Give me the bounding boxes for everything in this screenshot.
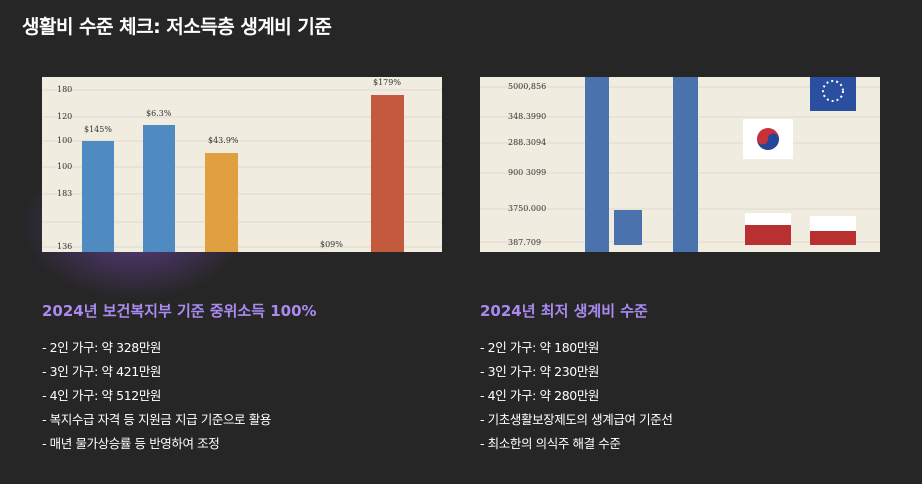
list-item: - 최소한의 의식주 해결 수준 (480, 436, 621, 451)
bar-label: $09% (320, 240, 343, 249)
list-item: - 4인 가구: 약 280만원 (480, 388, 600, 403)
list-item: - 2인 가구: 약 180만원 (480, 340, 600, 355)
tick-label: 5000,856 (508, 82, 546, 91)
bar-label: $6.3% (146, 109, 172, 118)
chart-image: 180 120 100 100 183 136 $145% $6.3% $43.9% $09% $1… (42, 77, 442, 252)
chart-image: 5000,856 348.3990 288.3094 900 3099 3750.000… (480, 77, 880, 252)
tick-label: 120 (57, 112, 72, 121)
list-item: - 기초생활보장제도의 생계급여 기준선 (480, 412, 673, 427)
tick-label: 100 (57, 162, 72, 171)
tick-label: 180 (57, 85, 72, 94)
tick-label: 136 (57, 242, 72, 251)
bar-label: $179% (373, 78, 401, 87)
list-item: - 3인 가구: 약 421만원 (42, 364, 162, 379)
list-item: - 복지수급 자격 등 지원금 지급 기준으로 활용 (42, 412, 271, 427)
tick-label: 387.709 (508, 238, 541, 247)
section-heading: 2024년 최저 생계비 수준 (480, 302, 648, 320)
bullet-list: - 2인 가구: 약 180만원 - 3인 가구: 약 230만원 - 4인 가구:… (480, 336, 673, 456)
bar-label: $43.9% (208, 136, 239, 145)
tick-label: 348.3990 (508, 112, 546, 121)
tick-label: 183 (57, 189, 72, 198)
tick-label: 100 (57, 136, 72, 145)
section-heading: 2024년 보건복지부 기준 중위소득 100% (42, 302, 317, 320)
list-item: - 2인 가구: 약 328만원 (42, 340, 162, 355)
list-item: - 4인 가구: 약 512만원 (42, 388, 162, 403)
tick-label: 3750.000 (508, 204, 546, 213)
bullet-list: - 2인 가구: 약 328만원 - 3인 가구: 약 421만원 - 4인 가구:… (42, 336, 271, 456)
tick-label: 288.3094 (508, 138, 546, 147)
list-item: - 매년 물가상승률 등 반영하여 조정 (42, 436, 220, 451)
page-title: 생활비 수준 체크: 저소득층 생계비 기준 (22, 16, 332, 38)
tick-label: 900 3099 (508, 168, 546, 177)
list-item: - 3인 가구: 약 230만원 (480, 364, 600, 379)
bar-label: $145% (84, 125, 112, 134)
